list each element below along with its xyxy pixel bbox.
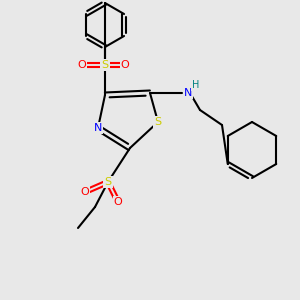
Text: O: O xyxy=(81,187,89,197)
Text: S: S xyxy=(101,60,109,70)
Text: O: O xyxy=(78,60,86,70)
Text: S: S xyxy=(104,177,112,187)
Text: O: O xyxy=(121,60,129,70)
Text: H: H xyxy=(192,80,200,90)
Text: N: N xyxy=(94,123,102,133)
Text: N: N xyxy=(184,88,192,98)
Text: O: O xyxy=(114,197,122,207)
Text: S: S xyxy=(154,117,162,127)
